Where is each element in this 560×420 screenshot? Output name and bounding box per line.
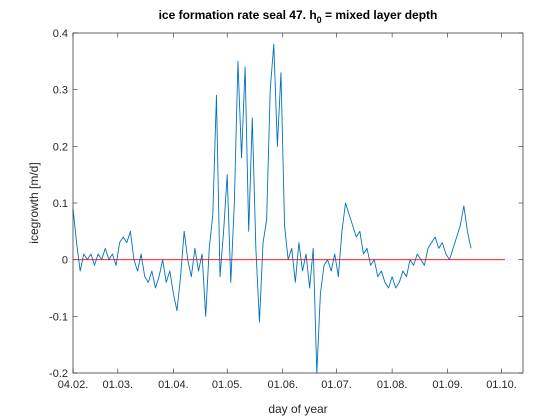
x-tick-label: 01.09. <box>432 379 463 391</box>
data-line <box>72 43 472 374</box>
x-axis-label: day of year <box>268 402 327 416</box>
y-tick-label: -0.1 <box>49 311 68 323</box>
x-tick-label: 01.10. <box>486 379 517 391</box>
y-tick-label: -0.2 <box>49 368 68 380</box>
x-tick-label: 04.02. <box>58 379 89 391</box>
title-text: = mixed layer depth <box>322 8 438 22</box>
x-tick-label: 01.08. <box>377 379 408 391</box>
y-axis-label: icegrowth [m/d] <box>27 162 41 243</box>
title-text: ice formation rate seal 47. h <box>159 8 317 22</box>
x-tick-label: 01.07. <box>321 379 352 391</box>
x-tick-label: 01.06. <box>267 379 298 391</box>
chart-title: ice formation rate seal 47. h0 = mixed l… <box>159 8 438 25</box>
plot-area <box>73 33 523 373</box>
y-tick-label: 0.2 <box>53 141 68 153</box>
y-tick-label: 0.3 <box>53 85 68 97</box>
y-tick-label: 0.4 <box>53 28 68 40</box>
axes-box <box>72 32 524 374</box>
y-tick-label: 0.1 <box>53 198 68 210</box>
y-tick-label: 0 <box>62 255 68 267</box>
x-tick-label: 01.03. <box>103 379 134 391</box>
x-tick-label: 01.05. <box>212 379 243 391</box>
title-subscript: 0 <box>317 15 322 25</box>
x-tick-label: 01.04. <box>158 379 189 391</box>
